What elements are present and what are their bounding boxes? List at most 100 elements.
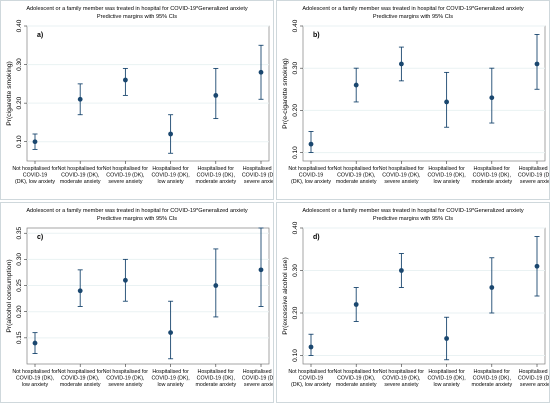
panel-label: a) xyxy=(37,32,43,39)
data-point xyxy=(399,268,404,273)
y-tick-label: 0.10 xyxy=(292,349,299,362)
x-tick-label-line: COVID-19 (DK), xyxy=(197,376,235,382)
x-tick-label-line: Hospitalised for xyxy=(474,369,511,375)
plot-area xyxy=(26,25,270,162)
y-tick-label: 0.30 xyxy=(16,253,23,266)
x-tick-label: Not hospitalised for COVID-19 (DK), severe… xyxy=(103,369,149,388)
panel-label: d) xyxy=(313,234,320,241)
x-tick-label-line: Not hospitalised for xyxy=(288,166,334,172)
y-tick-label: 0.25 xyxy=(16,279,23,292)
data-point xyxy=(123,77,128,83)
x-tick-label: Not hospitalised for COVID-19 (DK), modera… xyxy=(58,166,104,185)
x-tick-label: Not hospitalised for COVID-19 (DK), severe… xyxy=(103,166,149,185)
x-tick-label-line: severe anxiety xyxy=(384,179,419,185)
y-tick-label: 0.10 xyxy=(292,146,299,159)
x-tick-label-line: Hospitalised for xyxy=(152,369,189,375)
x-tick-label-line: Not hospitalised for xyxy=(103,166,149,172)
x-tick-label-line: COVID-19 (DK), xyxy=(518,376,549,382)
x-tick-label-line: COVID-19 (DK), xyxy=(427,376,465,382)
x-tick-label: Hospitalised for COVID-19 (DK), moderate a… xyxy=(471,369,512,388)
x-tick-label-line: (DK), low anxiety xyxy=(291,382,331,388)
x-tick-label: Not hospitalised for COVID-19 (DK), severe… xyxy=(379,369,425,388)
x-tick-label-line: COVID-19 (DK), xyxy=(382,173,420,179)
chart-panel-d: Adolescent or a family member was treate… xyxy=(276,202,550,403)
plot-area xyxy=(302,25,546,162)
x-tick-label-line: COVID-19 (DK), xyxy=(382,376,420,382)
data-point xyxy=(489,95,495,101)
y-tick-label: 0.30 xyxy=(292,61,299,74)
x-tick-label-line: COVID-19 (DK), xyxy=(151,376,189,382)
y-tick-label: 0.20 xyxy=(292,306,299,319)
x-tick-label-line: low anxiety xyxy=(157,179,184,185)
x-tick-label-line: moderate anxiety xyxy=(471,382,512,388)
y-axis-label: Pr(e-cigarette smoking) xyxy=(282,58,289,129)
x-tick-label-line: moderate anxiety xyxy=(195,382,236,388)
x-tick-label-line: Hospitalised for xyxy=(519,166,549,172)
x-tick-label-line: Hospitalised for xyxy=(428,166,465,172)
x-tick-label: Hospitalised for COVID-19 (DK), moderate a… xyxy=(195,369,236,388)
data-point xyxy=(77,96,83,102)
data-point xyxy=(32,340,38,346)
x-tick-label: Hospitalised for COVID-19 (DK), low anxiet… xyxy=(151,369,189,388)
data-point xyxy=(258,69,264,75)
x-tick-label-line: moderate anxiety xyxy=(336,382,377,388)
chart-subtitle: Predictive margins with 95% CIs xyxy=(97,216,177,222)
x-tick-label-line: COVID-19 (DK), xyxy=(61,376,99,382)
plot-area xyxy=(26,227,270,365)
data-point xyxy=(534,61,540,67)
x-tick-label-line: moderate anxiety xyxy=(471,179,512,185)
x-tick-label-line: Not hospitalised for xyxy=(12,369,58,375)
x-tick-label-line: Not hospitalised for xyxy=(379,166,425,172)
chart-title: Adolescent or a family member was treate… xyxy=(26,6,248,12)
x-tick-label-line: COVID-19 (DK), xyxy=(242,173,273,179)
x-tick-label-line: Not hospitalised for xyxy=(12,166,58,172)
x-tick-label-line: (DK), low anxiety xyxy=(291,179,331,185)
x-tick-label-line: COVID-19 (DK), xyxy=(427,173,465,179)
chart-subtitle: Predictive margins with 95% CIs xyxy=(97,14,177,20)
x-tick-label-line: low anxiety xyxy=(22,382,49,388)
chart-title: Adolescent or a family member was treate… xyxy=(302,208,524,214)
x-tick-label: Hospitalised for COVID-19 (DK), low anxiet… xyxy=(427,369,465,388)
y-tick-label: 0.40 xyxy=(292,19,299,32)
x-tick-label-line: COVID-19 (DK), xyxy=(473,376,511,382)
x-tick-label-line: COVID-19 xyxy=(299,173,323,179)
x-tick-label-line: severe anxiety xyxy=(108,382,143,388)
x-tick-label-line: low anxiety xyxy=(433,179,460,185)
x-tick-label-line: severe anxiety xyxy=(520,179,549,185)
y-tick-label: 0.40 xyxy=(292,221,299,234)
x-tick-label: Not hospitalised for COVID-19 (DK), low an… xyxy=(288,166,334,185)
y-tick-label: 0.30 xyxy=(292,264,299,277)
x-tick-label-line: Hospitalised for xyxy=(198,166,235,172)
y-tick-label: 0.35 xyxy=(16,227,23,240)
x-tick-label-line: Not hospitalised for xyxy=(58,166,104,172)
y-tick-label: 0.30 xyxy=(16,58,23,71)
data-point xyxy=(353,302,359,307)
x-tick-label-line: severe anxiety xyxy=(244,382,273,388)
x-tick-label-line: COVID-19 (DK), xyxy=(106,376,144,382)
x-tick-label-line: moderate anxiety xyxy=(336,179,377,185)
y-axis-label: Pr(cigarette smoking) xyxy=(6,61,13,126)
chart-subtitle: Predictive margins with 95% CIs xyxy=(373,216,453,222)
data-point xyxy=(489,285,495,290)
x-tick-label-line: Hospitalised for xyxy=(198,369,235,375)
chart-svg: Adolescent or a family member was treate… xyxy=(6,6,273,185)
x-tick-label-line: Hospitalised for xyxy=(474,166,511,172)
x-tick-label-line: Not hospitalised for xyxy=(334,369,380,375)
plot-area xyxy=(302,227,546,365)
x-tick-label: Hospitalised for COVID-19 (DK), moderate a… xyxy=(195,166,236,185)
chart-title: Adolescent or a family member was treate… xyxy=(26,208,248,214)
chart-subtitle: Predictive margins with 95% CIs xyxy=(373,14,453,20)
data-point xyxy=(444,336,449,341)
x-tick-label: Hospitalised for COVID-19 (DK), low anxiet… xyxy=(151,166,189,185)
x-tick-label: Hospitalised for COVID-19 (DK), moderate a… xyxy=(471,166,512,185)
y-tick-label: 0.40 xyxy=(16,19,23,32)
x-tick-label-line: COVID-19 xyxy=(299,376,323,382)
y-tick-label: 0.15 xyxy=(16,331,23,344)
x-tick-label-line: COVID-19 (DK), xyxy=(61,173,99,179)
data-point xyxy=(258,267,264,273)
chart-svg: Adolescent or a family member was treate… xyxy=(282,6,549,185)
